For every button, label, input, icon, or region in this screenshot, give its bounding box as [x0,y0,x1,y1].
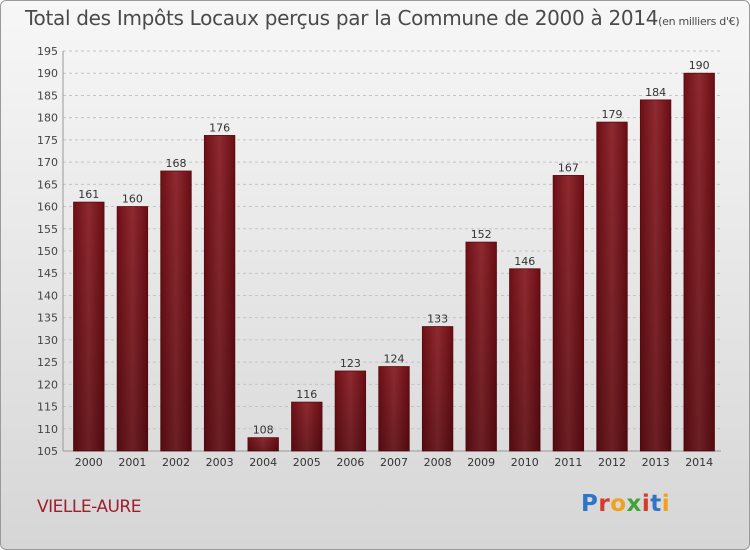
bar-shade [247,437,279,451]
logo-letter: o [610,491,627,517]
y-tick-label: 120 [37,378,58,391]
x-axis-ticks: 2000 2001 2002 2003 2004 2005 2006 2007 2008 2009… [75,456,713,469]
bars [73,72,715,452]
y-tick-label: 105 [37,445,58,458]
logo-letter: r [598,491,611,517]
value-label: 108 [253,424,274,437]
y-tick-label: 165 [37,178,58,191]
value-label: 116 [296,388,317,401]
bar-shade [335,371,366,451]
value-label: 123 [340,357,361,370]
value-label: 168 [166,157,187,170]
x-tick-label: 2000 [75,456,103,469]
bar-shade [378,366,410,451]
value-label: 179 [602,108,623,121]
y-tick-label: 195 [37,45,58,58]
value-label: 190 [689,59,710,72]
x-tick-label: 2006 [336,456,364,469]
value-label: 152 [471,228,492,241]
x-tick-label: 2014 [685,456,713,469]
x-tick-label: 2009 [467,456,495,469]
logo-letter: t [650,491,662,517]
bar-shade [596,122,628,451]
y-tick-label: 110 [37,423,58,436]
y-tick-label: 180 [37,112,58,125]
bar-shade [160,171,192,451]
value-label: 176 [209,121,230,134]
x-tick-label: 2010 [511,456,539,469]
y-tick-label: 175 [37,134,58,147]
x-tick-label: 2007 [380,456,408,469]
bar-shade [422,326,453,451]
bar-shade [117,206,148,451]
value-label: 124 [384,353,405,366]
x-tick-label: 2012 [598,456,626,469]
x-tick-label: 2002 [162,456,190,469]
title-unit: (en milliers d'€) [658,15,740,28]
y-tick-label: 130 [37,334,58,347]
bar-shade [509,268,541,451]
x-tick-label: 2013 [642,456,670,469]
value-label: 160 [122,193,143,206]
y-tick-label: 115 [37,401,58,414]
x-tick-label: 2008 [424,456,452,469]
logo-letter: x [626,491,642,517]
x-tick-label: 2001 [118,456,146,469]
bar-shade [640,99,671,451]
y-tick-label: 135 [37,312,58,325]
logo-letter: P [581,491,599,517]
y-tick-label: 145 [37,267,58,280]
value-label: 167 [558,161,579,174]
y-tick-label: 140 [37,289,58,302]
bar-shade [683,73,715,451]
x-tick-label: 2003 [206,456,234,469]
y-tick-label: 170 [37,156,58,169]
value-label: 133 [427,313,448,326]
y-tick-label: 125 [37,356,58,369]
bar-shade [204,135,235,451]
bar-shade [291,402,323,451]
title-text: Total des Impôts Locaux perçus par la Co… [25,6,659,30]
x-tick-label: 2005 [293,456,321,469]
logo-letter: i [661,491,671,517]
y-tick-label: 150 [37,245,58,258]
y-tick-label: 185 [37,89,58,102]
bar-shade [73,202,105,451]
value-labels: 161 160 168 176 108 116 123 124 133 152 146 167 179 1… [78,59,709,436]
y-tick-label: 190 [37,67,58,80]
chart-title: Total des Impôts Locaux perçus par la Co… [25,6,740,30]
y-tick-label: 160 [37,201,58,214]
value-label: 161 [78,188,99,201]
bar-shade [465,242,497,451]
logo-letter: i [641,491,651,517]
bar-shade [553,175,584,451]
proxiti-logo[interactable]: Proxiti [581,491,670,517]
value-label: 146 [514,255,535,268]
value-label: 184 [645,86,666,99]
y-tick-label: 155 [37,223,58,236]
commune-name: VIELLE-AURE [37,497,141,517]
x-tick-label: 2004 [249,456,277,469]
y-axis-ticks: 105 110 115 120 125 130 135 140 145 150 155 160 165 1… [37,45,58,458]
x-tick-label: 2011 [554,456,582,469]
